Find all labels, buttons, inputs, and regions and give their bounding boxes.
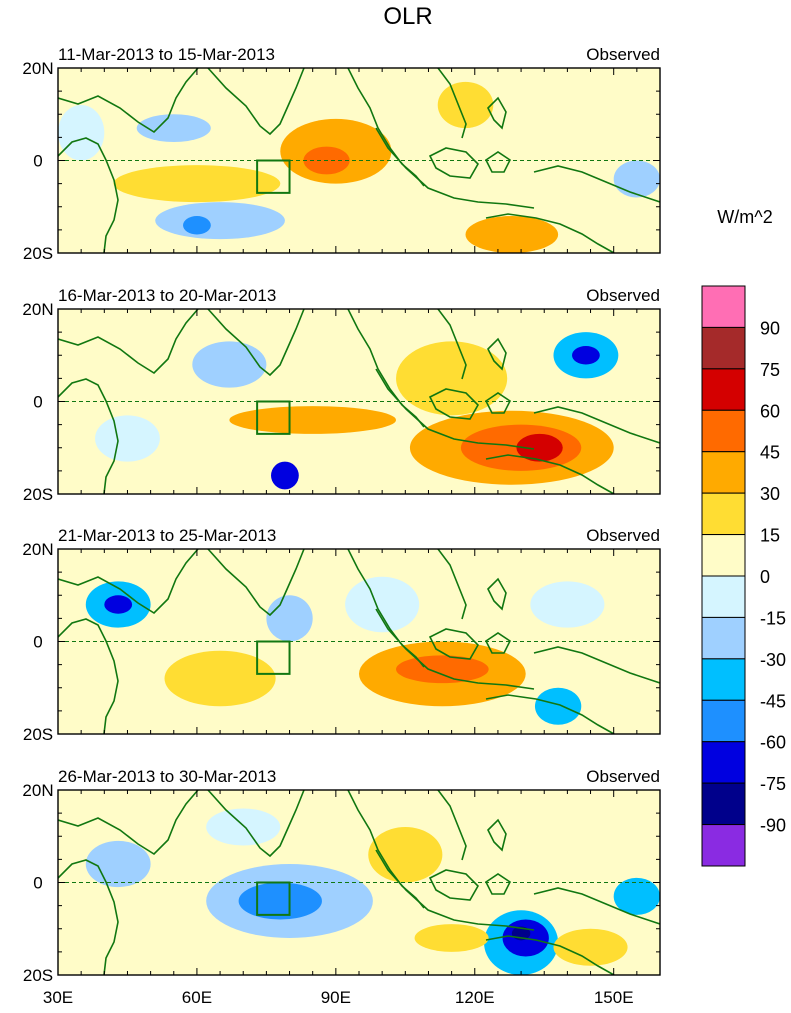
olr-anomaly-region xyxy=(229,406,397,434)
olr-anomaly-region xyxy=(266,595,313,642)
olr-anomaly-region xyxy=(192,341,267,388)
olr-anomaly-region xyxy=(206,808,281,846)
reference-box xyxy=(256,640,291,675)
olr-anomaly-region xyxy=(613,877,660,915)
y-tick-label: 0 xyxy=(33,152,42,171)
x-tick-label: 120E xyxy=(455,988,495,1007)
y-tick-label: 20N xyxy=(22,59,53,78)
olr-anomaly-region xyxy=(183,216,211,235)
colorbar-swatch xyxy=(701,741,746,784)
panel-label: Observed xyxy=(586,767,660,786)
olr-anomaly-region xyxy=(136,114,211,142)
olr-anomaly-region xyxy=(271,461,299,490)
colorbar-swatch xyxy=(701,658,746,701)
colorbar-label: 90 xyxy=(760,318,780,338)
olr-anomaly-region xyxy=(104,595,133,614)
panel-period: 21-Mar-2013 to 25-Mar-2013 xyxy=(58,526,276,545)
olr-anomaly-region xyxy=(164,650,276,707)
colorbar-label: 75 xyxy=(760,360,780,380)
olr-anomaly-region xyxy=(238,882,322,920)
olr-anomaly-region xyxy=(572,346,600,365)
colorbar-label: -30 xyxy=(760,650,786,670)
olr-anomaly-region xyxy=(396,655,489,684)
olr-anomaly-region xyxy=(155,202,285,240)
colorbar-label: -45 xyxy=(760,691,786,711)
colorbar-swatch xyxy=(701,824,746,867)
colorbar-label: 15 xyxy=(760,526,780,546)
olr-anomaly-region xyxy=(414,924,489,952)
olr-anomaly-region xyxy=(613,160,660,198)
olr-anomaly-region xyxy=(58,105,105,161)
y-tick-label: 20N xyxy=(22,781,53,800)
panel-label: Observed xyxy=(586,526,660,545)
colorbar-swatch xyxy=(701,782,746,826)
colorbar-label: -15 xyxy=(760,608,786,628)
y-tick-label: 20S xyxy=(23,725,53,744)
colorbar-label: 60 xyxy=(760,401,780,421)
y-tick-label: 0 xyxy=(33,874,42,893)
olr-anomaly-region xyxy=(113,165,281,203)
panel-group: 20N 0 20S 11-Mar-2013 to 15-Mar-2013 Observe… xyxy=(22,45,661,1007)
x-tick-label: 150E xyxy=(594,988,634,1007)
colorbar-swatch xyxy=(701,451,746,494)
colorbar-label: 0 xyxy=(760,567,770,587)
colorbar-swatch xyxy=(701,368,746,411)
colorbar-label: -75 xyxy=(760,774,786,794)
panel-period: 11-Mar-2013 to 15-Mar-2013 xyxy=(58,45,275,64)
olr-anomaly-region xyxy=(534,687,582,725)
olr-anomaly-region xyxy=(437,81,494,129)
y-tick-label: 20N xyxy=(22,300,53,319)
panel-4: 20N 0 20S 26-Mar-2013 to 30-Mar-2013 Observe… xyxy=(22,767,661,985)
y-tick-label: 20N xyxy=(22,540,53,559)
panel-period: 26-Mar-2013 to 30-Mar-2013 xyxy=(58,767,276,786)
y-tick-label: 0 xyxy=(33,633,42,652)
panel-3: 20N 0 20S 21-Mar-2013 to 25-Mar-2013 Observe… xyxy=(22,526,661,744)
colorbar-swatch xyxy=(701,326,746,370)
colorbar-label: -90 xyxy=(760,816,786,836)
olr-anomaly-region xyxy=(95,415,160,462)
panel-label: Observed xyxy=(586,286,660,305)
olr-anomaly-region xyxy=(516,433,563,462)
units-label: W/m^2 xyxy=(717,207,772,227)
reference-box xyxy=(256,400,291,435)
x-tick-label: 90E xyxy=(321,988,351,1007)
x-tick-label: 30E xyxy=(43,988,73,1007)
chart-title: OLR xyxy=(383,3,432,30)
olr-anomaly-region xyxy=(553,928,628,966)
colorbar-label: 45 xyxy=(760,443,780,463)
olr-anomaly-region xyxy=(530,581,605,628)
colorbar-label: -60 xyxy=(760,733,786,753)
colorbar-swatch xyxy=(701,409,746,453)
colorbar-swatch xyxy=(701,534,746,577)
colorbar-swatch xyxy=(701,699,746,743)
colorbar: 90 75 60 45 30 15 0 -15 -30 -45 -60 -75 -90 xyxy=(701,285,786,867)
colorbar-label: 30 xyxy=(760,484,780,504)
panel-period: 16-Mar-2013 to 20-Mar-2013 xyxy=(58,286,276,305)
colorbar-swatch xyxy=(701,285,746,328)
panel-label: Observed xyxy=(586,45,660,64)
reference-box xyxy=(256,159,291,194)
olr-anomaly-region xyxy=(345,576,420,633)
olr-anomaly-region xyxy=(465,216,559,253)
y-tick-label: 20S xyxy=(23,244,53,263)
colorbar-swatch xyxy=(701,616,746,660)
y-tick-label: 20S xyxy=(23,966,53,985)
panel-1: 20N 0 20S 11-Mar-2013 to 15-Mar-2013 Observe… xyxy=(22,45,661,263)
panel-2: 20N 0 20S 16-Mar-2013 to 20-Mar-2013 Observe… xyxy=(22,286,661,504)
y-tick-label: 0 xyxy=(33,393,42,412)
y-tick-label: 20S xyxy=(23,485,53,504)
olr-anomaly-region xyxy=(396,341,508,416)
reference-box xyxy=(256,881,291,916)
colorbar-swatch xyxy=(701,575,746,618)
colorbar-swatch xyxy=(701,492,746,536)
x-tick-label: 60E xyxy=(182,988,212,1007)
